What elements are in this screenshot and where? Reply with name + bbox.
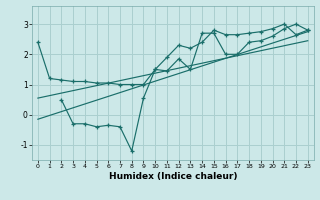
X-axis label: Humidex (Indice chaleur): Humidex (Indice chaleur) <box>108 172 237 181</box>
